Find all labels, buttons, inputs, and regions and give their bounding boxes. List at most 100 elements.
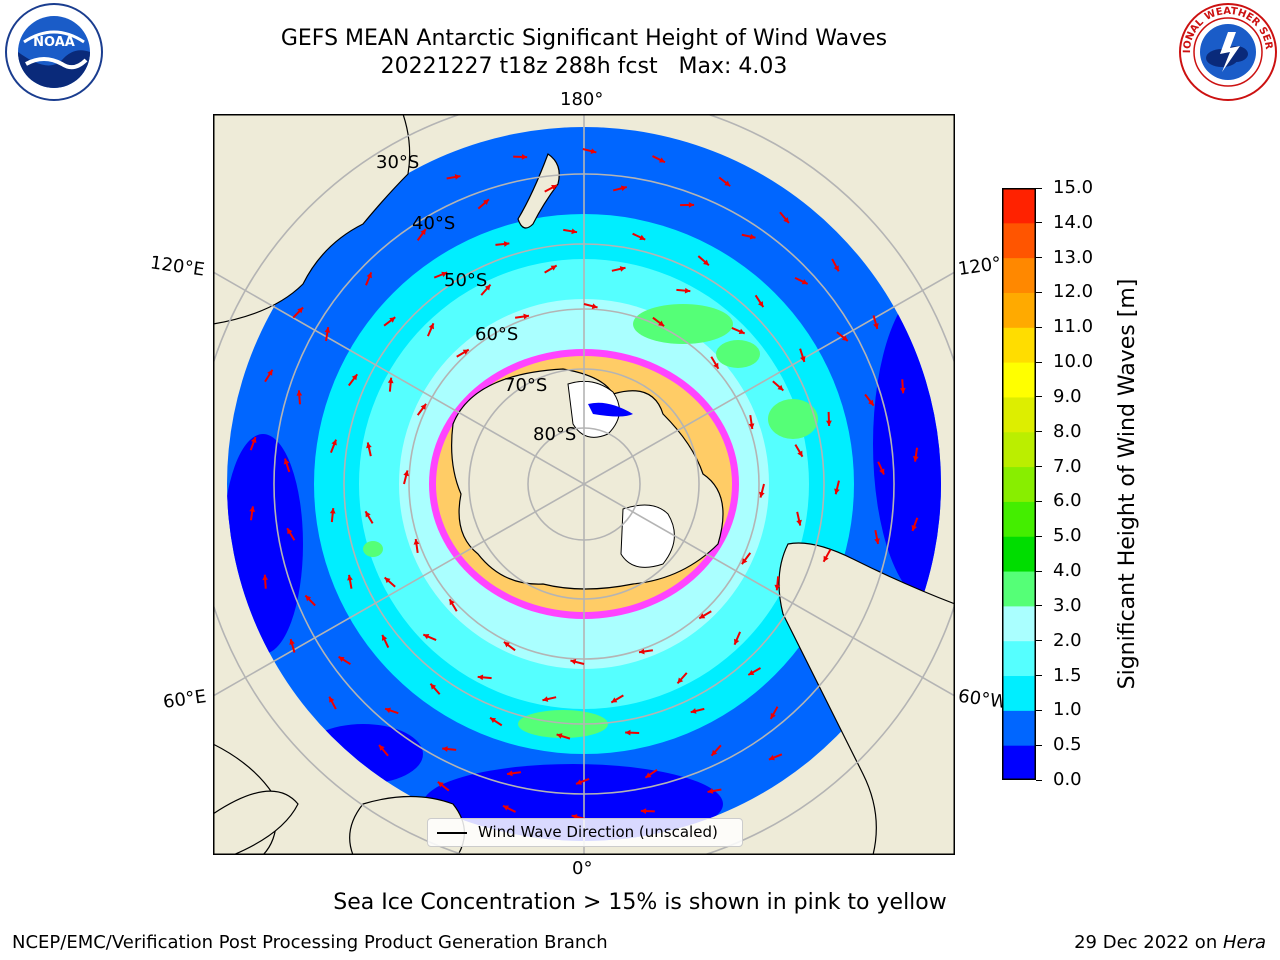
wave-arrowhead [703, 259, 709, 266]
colorbar-segment [1002, 571, 1036, 607]
wave-arrowhead [428, 323, 435, 330]
wave-arrowhead [430, 683, 437, 690]
noaa-logo-icon: NOAA [5, 3, 103, 101]
wave-arrowhead [454, 174, 461, 180]
colorbar-tick-mark [1036, 605, 1042, 607]
wave-arrowhead [733, 638, 740, 645]
south-africa-tip [213, 790, 299, 855]
wave-arrowhead [684, 287, 691, 294]
colorbar-tick-mark [1036, 570, 1042, 572]
colorbar-segment [1002, 710, 1036, 746]
wave-arrowhead [570, 659, 577, 665]
nws-logo-icon: NATIONAL WEATHER SERVICE [1176, 2, 1277, 101]
wave-arrowhead [783, 217, 789, 224]
wave-arrowhead [365, 511, 371, 518]
lat-label-40s: 40°S [412, 213, 456, 234]
wave-arrowhead [366, 272, 372, 279]
wave-arrowhead [874, 538, 880, 544]
wave-arrowhead [911, 525, 917, 531]
wave-arrowhead [324, 327, 331, 333]
wave-arrowhead [749, 233, 756, 240]
wave-arrowhead [620, 185, 627, 192]
wave-arrowhead [797, 450, 803, 457]
colorbar-tick-mark [1036, 779, 1042, 781]
wave-arrowhead [442, 746, 448, 752]
wave-arrowhead [707, 788, 714, 794]
wave-arrowhead [757, 301, 764, 308]
wave-arrowhead [437, 781, 444, 788]
wave-arrowhead [690, 708, 697, 714]
colorbar-segment [1002, 292, 1036, 328]
wave-arrowhead [449, 599, 455, 606]
wave-arrowhead [724, 180, 731, 187]
colorbar-tick-mark [1036, 187, 1042, 189]
colorbar-tick-label: 1.0 [1053, 699, 1082, 721]
colorbar-tick-mark [1036, 291, 1042, 293]
wave-arrowhead [331, 439, 337, 446]
noaa-logo-text: NOAA [33, 35, 75, 50]
wave-low-region [873, 284, 941, 604]
wave-arrowhead [297, 307, 304, 314]
map-legend: Wind Wave Direction (unscaled) [427, 818, 743, 847]
colorbar-segment [1002, 396, 1036, 433]
lon-label-180: 180° [560, 89, 604, 110]
colorbar-tick-label: 7.0 [1053, 455, 1082, 477]
colorbar-tick-mark [1036, 535, 1042, 537]
wave-arrowhead [305, 595, 312, 602]
wave-arrowhead [338, 656, 345, 662]
wave-arrowhead [879, 468, 885, 475]
wave-arrowhead [441, 271, 448, 278]
wave-arrowhead [801, 279, 808, 285]
colorbar-tick-label: 15.0 [1053, 177, 1094, 198]
wave-arrowhead [834, 488, 840, 495]
wave-arrowhead [550, 265, 557, 271]
colorbar-tick-mark [1036, 222, 1042, 224]
colorbar-segment [1002, 466, 1036, 502]
polar-map [213, 114, 955, 855]
wave-arrowhead [677, 677, 684, 684]
wave-arrowhead [912, 456, 919, 462]
wave-arrowhead [748, 669, 755, 675]
wave-arrowhead [283, 458, 290, 465]
wave-arrowhead [329, 508, 336, 514]
lat-label-50s: 50°S [444, 270, 488, 291]
wave-arrowhead [347, 574, 353, 581]
lon-label-120w: 120° [956, 253, 1003, 280]
wave-arrowhead [507, 770, 513, 777]
colorbar-tick-label: 4.0 [1053, 560, 1082, 582]
colorbar-tick-mark [1036, 709, 1042, 711]
wave-arrowhead [768, 754, 775, 761]
wave-high-region [363, 541, 383, 557]
colorbar-tick-label: 9.0 [1053, 385, 1082, 407]
wave-arrowhead [688, 202, 695, 208]
wave-arrowhead [262, 574, 269, 581]
wave-arrowhead [748, 423, 755, 429]
colorbar-tick-label: 8.0 [1053, 420, 1082, 442]
lat-label-70s: 70°S [504, 375, 548, 396]
wave-arrowhead [551, 185, 558, 191]
wave-arrowhead [826, 420, 832, 426]
colorbar-tick-label: 5.0 [1053, 525, 1082, 547]
wave-arrowhead [796, 519, 802, 526]
colorbar-tick-mark [1036, 744, 1042, 746]
wave-arrowhead [833, 265, 839, 272]
wave-arrowhead [774, 584, 781, 591]
wave-arrowhead [611, 697, 618, 703]
wave-arrowhead [542, 696, 549, 702]
wave-arrowhead [289, 639, 295, 645]
colorbar-frame [1002, 188, 1036, 780]
wave-arrowhead [645, 772, 652, 778]
colorbar-tick-label: 1.5 [1053, 664, 1082, 686]
footer-machine: Hera [1222, 932, 1266, 953]
lon-label-120e: 120°E [148, 252, 206, 281]
footer-credit: NCEP/EMC/Verification Post Processing Pr… [12, 932, 608, 953]
colorbar-segment [1002, 222, 1036, 259]
wave-arrowhead [556, 733, 563, 739]
wave-arrowhead [738, 328, 745, 335]
colorbar-segment [1002, 362, 1036, 398]
wave-arrowhead [591, 303, 598, 309]
wave-arrowhead [823, 555, 829, 562]
wave-arrowhead [521, 154, 528, 160]
lat-label-60s: 60°S [475, 324, 519, 345]
wave-arrowhead [868, 399, 874, 406]
